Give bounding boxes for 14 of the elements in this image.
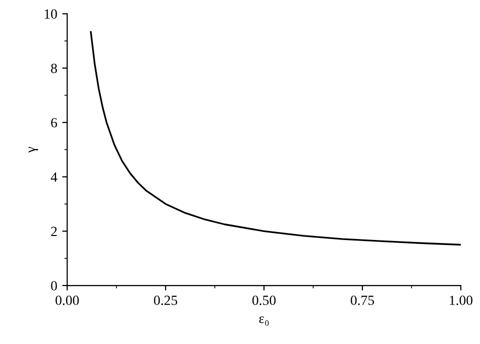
x-tick-label: 0.25 <box>154 296 178 306</box>
x-tick-label: 0.50 <box>252 296 276 306</box>
y-axis-title: γ <box>28 146 38 153</box>
y-tick-label: 0 <box>51 281 57 290</box>
y-tick-label: 10 <box>44 9 57 19</box>
x-tick-label: 0.75 <box>350 296 374 306</box>
x-tick-label: 1.00 <box>450 296 472 306</box>
line-series <box>90 31 461 246</box>
y-tick-label: 4 <box>50 172 58 182</box>
y-tick-label: 8 <box>51 64 57 74</box>
x-axis-title: ε₀ <box>259 316 269 326</box>
y-tick-label: 6 <box>51 118 58 128</box>
x-tick-label: 0.00 <box>56 296 79 306</box>
y-tick-label: 2 <box>51 226 57 236</box>
